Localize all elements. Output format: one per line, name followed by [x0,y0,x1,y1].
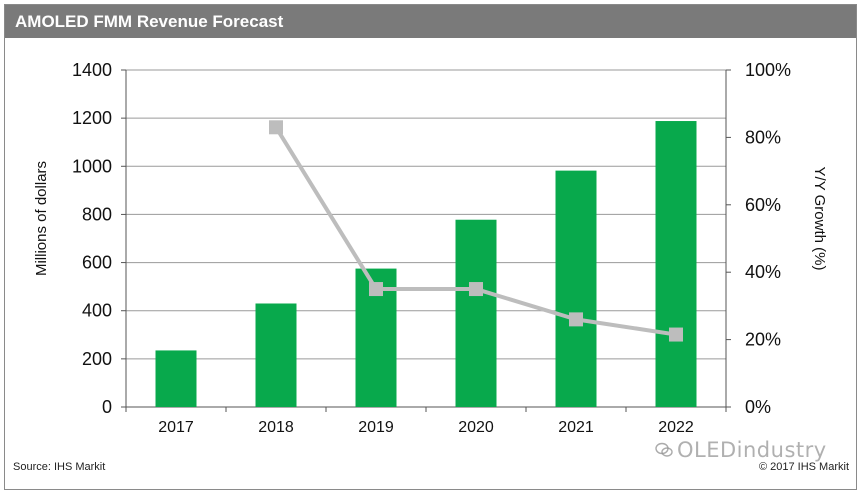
growth-marker [669,327,683,342]
y-tick-label: 800 [82,204,112,224]
source-note: Source: IHS Markit [13,461,106,473]
y2-axis-label: Y/Y Growth (%) [811,167,828,271]
growth-marker [269,120,283,135]
bar [655,121,697,407]
wechat-icon [655,442,673,457]
y-tick-label: 200 [82,349,112,369]
y2-tick-label: 40% [745,262,781,282]
x-tick-label: 2020 [458,419,494,436]
growth-marker [569,312,583,327]
y-tick-label: 400 [82,301,112,321]
bar [255,303,297,407]
chart-frame: AMOLED FMM Revenue Forecast [4,4,857,490]
copyright-note: © 2017 IHS Markit [758,461,849,473]
bar [555,170,597,407]
watermark-text: OLEDindustry [677,438,827,462]
y2-tick-label: 60% [745,195,781,215]
y-tick-label: 0 [102,397,112,417]
x-tick-label: 2019 [358,419,394,436]
x-tick-label: 2018 [258,419,294,436]
bar [155,350,197,407]
y2-tick-label: 0% [745,397,771,417]
growth-marker [469,282,483,297]
y-tick-label: 1000 [72,156,112,176]
y2-tick-label: 20% [745,330,781,350]
growth-marker [369,282,383,297]
y2-tick-label: 100% [745,60,791,80]
x-tick-label: 2017 [158,419,194,436]
chart-title: AMOLED FMM Revenue Forecast [5,5,856,38]
watermark: OLEDindustry [655,438,827,462]
y-tick-label: 1200 [72,108,112,128]
y-tick-label: 1400 [72,60,112,80]
y-tick-label: 600 [82,253,112,273]
y2-tick-label: 80% [745,127,781,147]
bar [455,219,497,407]
x-tick-label: 2021 [558,419,594,436]
y-axis-label: Millions of dollars [33,161,50,276]
x-tick-label: 2022 [658,419,694,436]
